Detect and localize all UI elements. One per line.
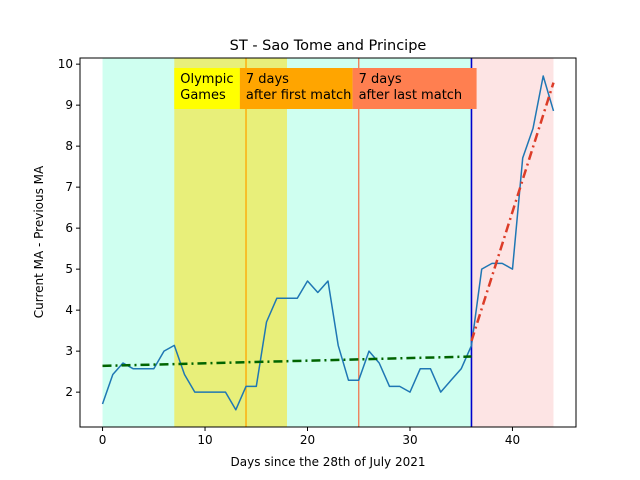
x-axis-label: Days since the 28th of July 2021: [231, 455, 426, 469]
y-axis-label: Current MA - Previous MA: [32, 165, 46, 318]
trend-line-before: [102, 355, 472, 368]
y-tick-label: 3: [65, 344, 73, 358]
annotation-text-2-2: after first match: [246, 88, 352, 103]
annotation-box-2: [239, 68, 353, 109]
y-tick-label: 4: [65, 303, 73, 317]
vertical-markers: [245, 58, 473, 427]
shaded-region-3: [471, 58, 554, 427]
x-axis-ticks: 0 10 20 30 40: [99, 427, 520, 447]
x-tick-label: 20: [300, 433, 315, 447]
annotation-text-2-1: 7 days: [246, 72, 289, 87]
y-tick-label: 6: [65, 221, 73, 235]
annotation-text-3-1: 7 days: [359, 72, 402, 87]
x-tick-label: 40: [505, 433, 520, 447]
y-tick-label: 9: [65, 98, 73, 112]
y-tick-label: 2: [65, 385, 73, 399]
y-tick-label: 7: [65, 180, 73, 194]
y-axis-ticks: 2 3 4 5 6 7 8 9 10: [58, 57, 80, 399]
annotation-text-3-2: after last match: [359, 88, 463, 103]
data-line: [101, 75, 555, 411]
annotation-text-1-1: Olympic: [180, 72, 233, 87]
annotation-box-1: [174, 68, 240, 109]
y-tick-label: 5: [65, 262, 73, 276]
annotation-text-1-2: Games: [180, 88, 226, 103]
series-layer: [101, 75, 555, 411]
y-tick-label: 10: [58, 57, 73, 71]
trend-line-after: [470, 82, 555, 342]
x-tick-label: 0: [99, 433, 107, 447]
plot-frame: [79, 57, 577, 428]
chart-title: ST - Sao Tome and Principe: [230, 38, 427, 54]
x-tick-label: 10: [197, 433, 212, 447]
shaded-region-2: [174, 58, 288, 427]
annotation-box-3: [352, 68, 477, 109]
y-tick-label: 8: [65, 139, 73, 153]
shaded-regions: [102, 58, 554, 427]
x-tick-label: 30: [402, 433, 417, 447]
